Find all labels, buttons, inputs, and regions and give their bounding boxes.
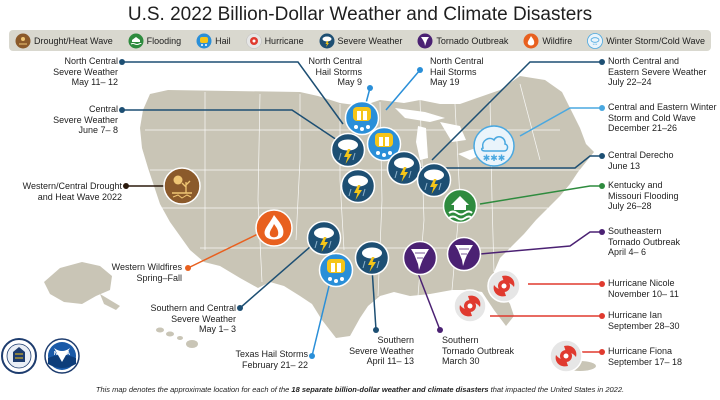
leader-southern-severe	[371, 267, 377, 331]
alaska	[44, 262, 112, 304]
drought-icon	[163, 167, 201, 205]
leader-texas-hail	[311, 281, 331, 357]
legend-bar: Drought/Heat Wave Flooding Hail Hurrican…	[9, 30, 711, 51]
event-label-winter: Central and Eastern Winter Storm and Cold…	[608, 102, 717, 133]
hail-icon	[344, 100, 380, 136]
severe-weather-icon	[319, 33, 335, 48]
legend-item-flooding: Flooding	[128, 33, 182, 49]
flood-icon	[128, 33, 144, 48]
event-label-ian: Hurricane Ian September 28–30	[608, 310, 680, 331]
event-label-nc-eastern-severe: North Central and Eastern Severe Weather J…	[608, 56, 707, 87]
hail-icon	[318, 252, 354, 288]
footnote-bold: 18 separate billion-dollar weather and c…	[291, 385, 489, 394]
legend-item-hail: Hail	[196, 33, 231, 49]
event-label-derecho: Central Derecho June 13	[608, 150, 674, 171]
hurricane-icon	[487, 269, 521, 303]
leader-southern-tornado	[415, 267, 441, 331]
event-label-southern-severe: Southern Severe Weather April 11– 13	[349, 335, 414, 366]
leader-winter	[519, 107, 602, 137]
severe-weather-icon	[354, 240, 390, 276]
hawaii	[156, 327, 198, 348]
footnote-suffix: that impacted the United States in 2022.	[488, 385, 625, 394]
leader-derecho	[405, 155, 602, 169]
legend-label-hail: Hail	[215, 35, 231, 46]
leader-dots	[119, 59, 605, 359]
flood-icon	[442, 188, 478, 224]
severe-weather-icon	[306, 220, 342, 256]
leader-wildfire	[187, 231, 263, 269]
legend-label-drought: Drought/Heat Wave	[34, 35, 113, 46]
event-label-fiona: Hurricane Fiona September 17– 18	[608, 346, 683, 367]
event-label-socentral-severe: Southern and Central Severe Weather May 1–…	[150, 303, 236, 334]
legend-label-wildfire: Wildfire	[542, 35, 573, 46]
event-label-se-tornado: Southeastern Tornado Outbreak April 4– 6	[608, 226, 681, 257]
leader-hail-may19	[385, 69, 421, 111]
event-label-nc-severe-may11: North Central Severe Weather May 11– 12	[53, 56, 118, 87]
legend-item-tornado: Tornado Outbreak	[417, 33, 508, 49]
leader-kentucky-flooding	[479, 185, 602, 205]
svg-text:NOAA: NOAA	[54, 351, 70, 357]
hurricane-icon	[549, 339, 583, 373]
hurricane-icon	[245, 32, 262, 49]
event-label-kentucky-flooding: Kentucky and Missouri Flooding July 26–28	[608, 180, 679, 211]
footnote: This map denotes the approximate locatio…	[0, 385, 720, 394]
event-label-central-severe-june7: Central Severe Weather June 7– 8	[53, 104, 118, 135]
legend-label-hurricane: Hurricane	[264, 35, 304, 46]
doc-seal-icon	[1, 338, 37, 374]
legend-item-wildfire: Wildfire	[523, 33, 572, 49]
footnote-prefix: This map denotes the approximate locatio…	[95, 385, 292, 394]
tornado-icon	[402, 240, 438, 276]
alaska-tail	[100, 294, 120, 310]
svg-text:***: ***	[593, 42, 598, 47]
wildfire-icon	[523, 33, 539, 48]
noaa-logo-icon: NOAA	[44, 338, 80, 374]
event-label-hail-may19: North Central Hail Storms May 19	[430, 56, 484, 87]
legend-item-drought: Drought/Heat Wave	[15, 33, 113, 49]
event-label-texas-hail: Texas Hail Storms February 21– 22	[235, 349, 308, 370]
leader-nc-eastern-severe	[431, 61, 602, 161]
severe-weather-icon	[386, 150, 422, 186]
leader-central-severe-june7	[122, 109, 353, 151]
winter-storm-icon	[473, 125, 515, 167]
wildfire-icon	[255, 209, 293, 247]
leader-lines	[122, 61, 602, 357]
leader-se-tornado	[479, 231, 602, 255]
legend-label-winter: Winter Storm/Cold Wave	[606, 35, 705, 46]
legend-item-winter: *** Winter Storm/Cold Wave	[587, 32, 705, 49]
hail-icon	[196, 33, 212, 48]
legend-label-severe: Severe Weather	[337, 35, 403, 46]
legend-item-hurricane: Hurricane	[245, 32, 304, 49]
winter-storm-icon: ***	[587, 32, 604, 49]
severe-weather-icon	[330, 132, 366, 168]
severe-weather-icon	[416, 162, 452, 198]
leader-socentral-severe	[239, 239, 319, 309]
event-label-nicole: Hurricane Nicole November 10– 11	[608, 278, 679, 299]
leader-nc-severe-may11	[122, 61, 344, 125]
severe-weather-icon	[340, 168, 376, 204]
legend-label-flooding: Flooding	[146, 35, 182, 46]
legend-item-severe: Severe Weather	[319, 33, 403, 49]
event-label-hail-may9: North Central Hail Storms May 9	[308, 56, 362, 87]
event-label-drought: Western/Central Drought and Heat Wave 202…	[22, 181, 122, 202]
tornado-icon	[446, 236, 482, 272]
event-label-southern-tornado: Southern Tornado Outbreak March 30	[442, 335, 515, 366]
legend-label-tornado: Tornado Outbreak	[436, 35, 509, 46]
drought-icon	[15, 33, 31, 48]
hurricane-icon	[453, 289, 487, 323]
tornado-icon	[417, 33, 433, 48]
event-label-wildfire: Western Wildfires Spring–Fall	[111, 262, 182, 283]
map-title: U.S. 2022 Billion-Dollar Weather and Cli…	[127, 4, 593, 25]
